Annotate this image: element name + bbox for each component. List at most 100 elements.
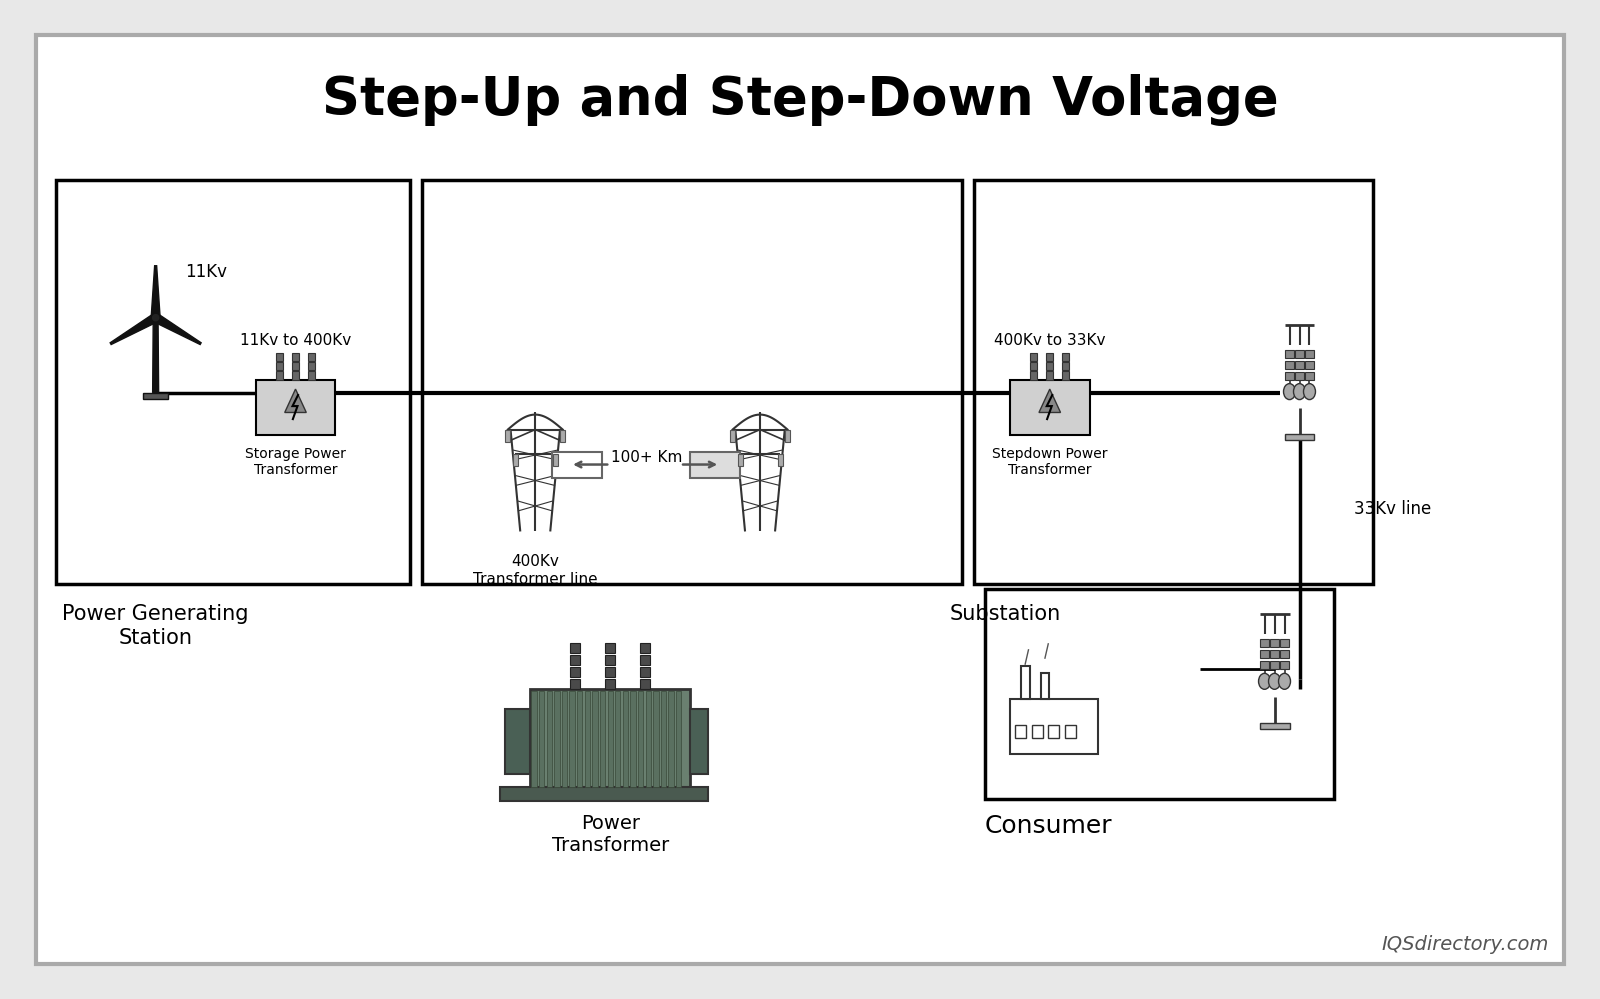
FancyBboxPatch shape xyxy=(1285,361,1294,369)
FancyBboxPatch shape xyxy=(677,691,682,787)
FancyBboxPatch shape xyxy=(608,691,613,787)
FancyBboxPatch shape xyxy=(1046,353,1053,361)
FancyBboxPatch shape xyxy=(614,691,621,787)
FancyBboxPatch shape xyxy=(1046,372,1053,380)
FancyBboxPatch shape xyxy=(1306,350,1314,358)
FancyBboxPatch shape xyxy=(786,430,790,442)
FancyBboxPatch shape xyxy=(307,353,315,361)
FancyBboxPatch shape xyxy=(1294,361,1304,369)
FancyBboxPatch shape xyxy=(1294,372,1304,380)
FancyBboxPatch shape xyxy=(1046,362,1053,371)
FancyBboxPatch shape xyxy=(307,372,315,380)
FancyBboxPatch shape xyxy=(622,691,629,787)
FancyBboxPatch shape xyxy=(570,667,581,677)
FancyBboxPatch shape xyxy=(277,362,283,371)
Ellipse shape xyxy=(1304,384,1315,400)
Polygon shape xyxy=(1038,389,1061,413)
FancyBboxPatch shape xyxy=(547,691,552,787)
FancyBboxPatch shape xyxy=(1016,724,1026,737)
FancyBboxPatch shape xyxy=(592,691,598,787)
FancyBboxPatch shape xyxy=(560,430,565,442)
FancyBboxPatch shape xyxy=(974,180,1373,584)
FancyBboxPatch shape xyxy=(1280,661,1290,669)
FancyBboxPatch shape xyxy=(142,393,168,399)
FancyBboxPatch shape xyxy=(552,452,602,478)
FancyBboxPatch shape xyxy=(293,362,299,371)
FancyBboxPatch shape xyxy=(778,454,782,466)
FancyBboxPatch shape xyxy=(1032,724,1043,737)
FancyBboxPatch shape xyxy=(293,353,299,361)
Text: Power Generating
Station: Power Generating Station xyxy=(62,604,250,647)
Polygon shape xyxy=(110,314,158,345)
FancyBboxPatch shape xyxy=(1010,699,1098,754)
Ellipse shape xyxy=(1259,673,1270,689)
FancyBboxPatch shape xyxy=(531,691,536,787)
Text: Consumer: Consumer xyxy=(986,814,1112,838)
FancyBboxPatch shape xyxy=(653,691,659,787)
FancyBboxPatch shape xyxy=(578,691,582,787)
FancyBboxPatch shape xyxy=(512,454,518,466)
FancyBboxPatch shape xyxy=(277,372,283,380)
FancyBboxPatch shape xyxy=(506,709,530,774)
Text: Stepdown Power
Transformer: Stepdown Power Transformer xyxy=(992,447,1107,477)
FancyBboxPatch shape xyxy=(640,667,650,677)
FancyBboxPatch shape xyxy=(1261,661,1269,669)
FancyBboxPatch shape xyxy=(1270,661,1278,669)
FancyBboxPatch shape xyxy=(1280,639,1290,647)
Text: 11Kv: 11Kv xyxy=(186,263,227,281)
FancyBboxPatch shape xyxy=(1306,361,1314,369)
FancyBboxPatch shape xyxy=(1030,362,1037,371)
FancyBboxPatch shape xyxy=(605,643,614,653)
FancyBboxPatch shape xyxy=(56,180,410,584)
FancyBboxPatch shape xyxy=(562,691,566,787)
FancyBboxPatch shape xyxy=(293,372,299,380)
Text: 33Kv line: 33Kv line xyxy=(1355,500,1432,518)
Text: IQSdirectory.com: IQSdirectory.com xyxy=(1382,934,1549,954)
FancyBboxPatch shape xyxy=(690,452,741,478)
Ellipse shape xyxy=(1269,673,1280,689)
FancyBboxPatch shape xyxy=(1062,372,1069,380)
Text: Storage Power
Transformer: Storage Power Transformer xyxy=(245,447,346,477)
FancyBboxPatch shape xyxy=(1270,650,1278,658)
Ellipse shape xyxy=(1293,384,1306,400)
Text: 400Kv
Transformer line: 400Kv Transformer line xyxy=(474,554,597,586)
FancyBboxPatch shape xyxy=(1285,350,1294,358)
FancyBboxPatch shape xyxy=(1010,380,1090,435)
FancyBboxPatch shape xyxy=(1048,724,1059,737)
FancyBboxPatch shape xyxy=(1280,650,1290,658)
Ellipse shape xyxy=(1278,673,1291,689)
Text: Step-Up and Step-Down Voltage: Step-Up and Step-Down Voltage xyxy=(322,74,1278,126)
FancyBboxPatch shape xyxy=(1306,372,1314,380)
FancyBboxPatch shape xyxy=(1021,666,1029,699)
FancyBboxPatch shape xyxy=(605,679,614,689)
FancyBboxPatch shape xyxy=(552,454,558,466)
FancyBboxPatch shape xyxy=(1040,673,1050,699)
FancyBboxPatch shape xyxy=(539,691,544,787)
FancyBboxPatch shape xyxy=(600,691,605,787)
FancyBboxPatch shape xyxy=(584,691,590,787)
Polygon shape xyxy=(152,318,158,393)
FancyBboxPatch shape xyxy=(501,787,709,801)
FancyBboxPatch shape xyxy=(640,643,650,653)
FancyBboxPatch shape xyxy=(1270,639,1278,647)
Polygon shape xyxy=(285,389,306,413)
FancyBboxPatch shape xyxy=(1030,353,1037,361)
FancyBboxPatch shape xyxy=(570,643,581,653)
Circle shape xyxy=(150,313,160,322)
FancyBboxPatch shape xyxy=(422,180,962,584)
FancyBboxPatch shape xyxy=(669,691,674,787)
FancyBboxPatch shape xyxy=(605,667,614,677)
FancyBboxPatch shape xyxy=(1294,350,1304,358)
Polygon shape xyxy=(154,314,202,345)
FancyBboxPatch shape xyxy=(256,380,336,435)
FancyBboxPatch shape xyxy=(35,35,1565,964)
FancyBboxPatch shape xyxy=(1285,434,1315,440)
FancyBboxPatch shape xyxy=(690,709,709,774)
FancyBboxPatch shape xyxy=(506,430,510,442)
Polygon shape xyxy=(150,266,160,318)
FancyBboxPatch shape xyxy=(1064,724,1075,737)
FancyBboxPatch shape xyxy=(738,454,742,466)
Text: 400Kv to 33Kv: 400Kv to 33Kv xyxy=(994,333,1106,348)
Text: 100+ Km: 100+ Km xyxy=(611,450,683,466)
FancyBboxPatch shape xyxy=(986,589,1334,799)
